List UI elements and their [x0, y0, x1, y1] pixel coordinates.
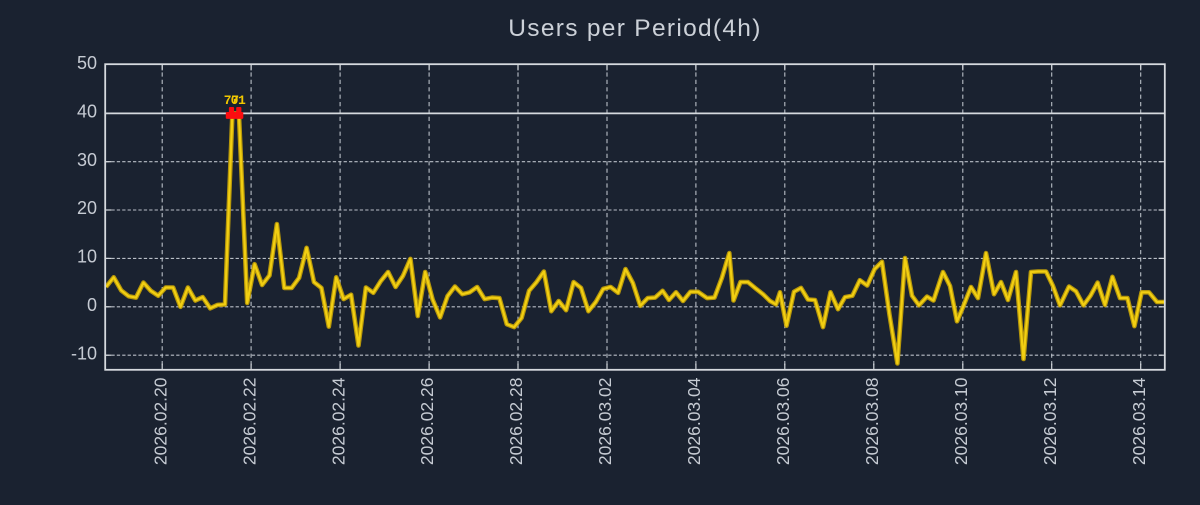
svg-text:2026.02.20: 2026.02.20 — [150, 377, 170, 465]
svg-text:Users per Period(4h): Users per Period(4h) — [508, 15, 761, 42]
svg-text:70: 70 — [224, 93, 239, 108]
svg-text:2026.03.12: 2026.03.12 — [1040, 378, 1060, 466]
svg-text:2026.02.24: 2026.02.24 — [328, 377, 348, 465]
svg-text:20: 20 — [77, 198, 97, 218]
svg-text:50: 50 — [77, 53, 97, 73]
svg-text:-10: -10 — [71, 343, 97, 363]
svg-text:71: 71 — [231, 93, 246, 108]
svg-text:2026.03.02: 2026.03.02 — [595, 378, 615, 466]
svg-text:2026.03.14: 2026.03.14 — [1129, 377, 1149, 465]
svg-text:2026.03.04: 2026.03.04 — [684, 377, 704, 465]
svg-text:2026.03.06: 2026.03.06 — [773, 378, 793, 466]
svg-text:30: 30 — [77, 150, 97, 170]
svg-text:40: 40 — [77, 102, 97, 122]
svg-text:2026.02.26: 2026.02.26 — [417, 378, 437, 466]
svg-text:0: 0 — [87, 295, 97, 315]
svg-text:2026.02.22: 2026.02.22 — [239, 378, 259, 466]
svg-text:2026.03.10: 2026.03.10 — [951, 377, 971, 465]
svg-text:10: 10 — [77, 247, 97, 267]
svg-text:2026.03.08: 2026.03.08 — [862, 378, 882, 466]
svg-text:2026.02.28: 2026.02.28 — [506, 378, 526, 466]
